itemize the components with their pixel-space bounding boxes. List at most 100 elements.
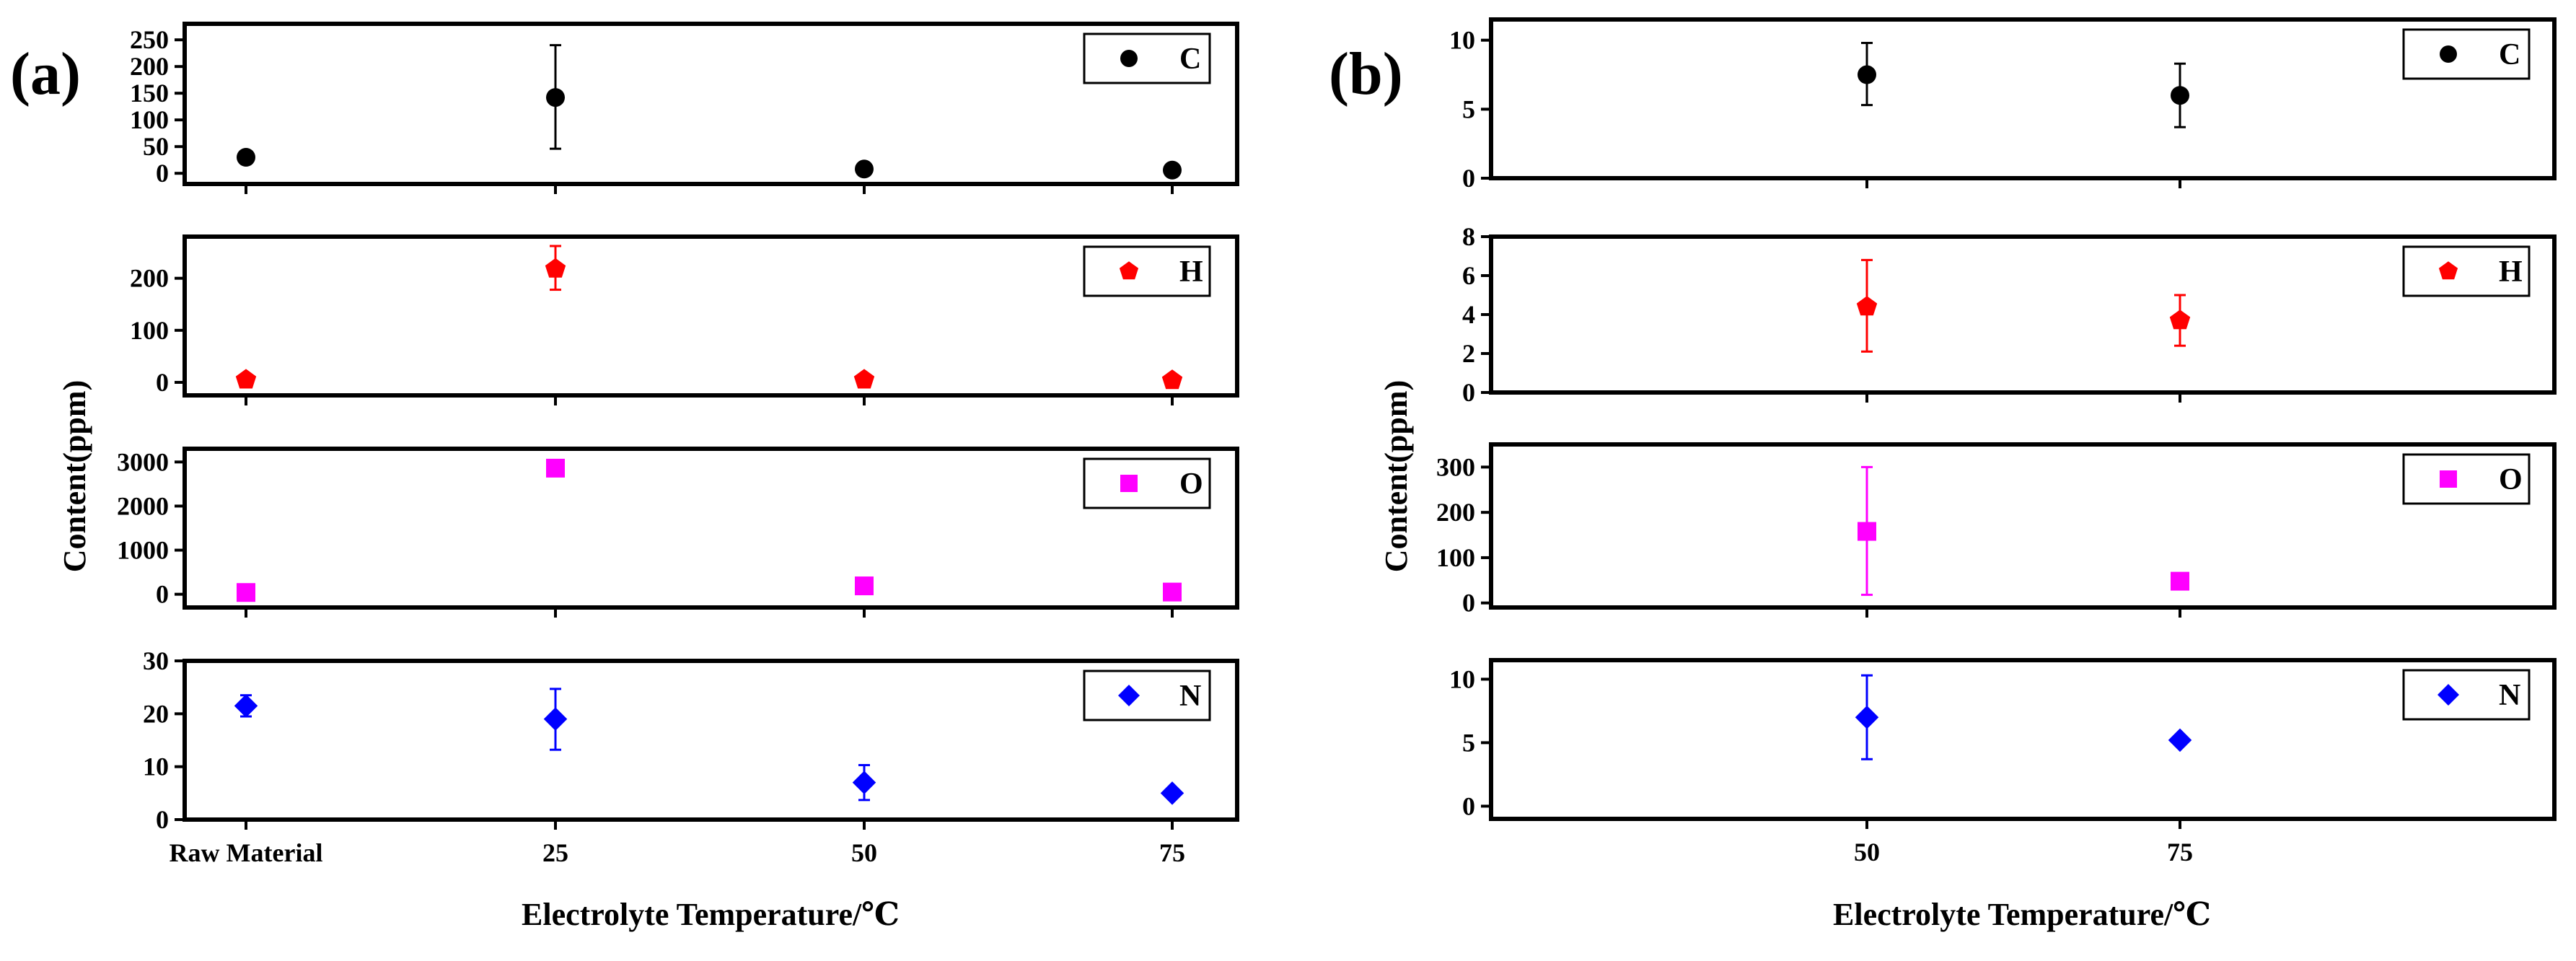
panel-b-H-ytick-label: 2 bbox=[1462, 339, 1475, 368]
panel-a-H-frame bbox=[183, 234, 1239, 398]
panel-a-N-legend-marker bbox=[1118, 685, 1140, 706]
panel-a-C-point bbox=[546, 88, 565, 107]
panel-a-H-ytick-label: 200 bbox=[130, 264, 169, 293]
panel-a-xtick-label: 75 bbox=[1159, 838, 1185, 867]
panel-b-C-legend-label: C bbox=[2499, 38, 2520, 71]
panel-b-H-ytick-label: 6 bbox=[1462, 261, 1475, 290]
panel-b-O-legend-label: O bbox=[2499, 463, 2523, 496]
panel-b-O-frame bbox=[1489, 442, 2557, 610]
panel-a-H-legend-marker bbox=[1119, 261, 1139, 280]
panel-a-O-legend-marker bbox=[1120, 475, 1138, 492]
panel-a-C-ytick-label: 150 bbox=[130, 79, 169, 107]
panel-b-subplot-C: 0 5 10 C bbox=[1449, 17, 2557, 193]
panel-b-H-point bbox=[1856, 296, 1878, 316]
panel-a-H-legend-label: H bbox=[1179, 255, 1203, 289]
panel-a-subplot-H: 0 100 200 H bbox=[130, 234, 1239, 405]
panel-b-H-ytick-label: 4 bbox=[1462, 300, 1475, 329]
panel-a-O-point bbox=[1163, 582, 1182, 602]
panel-b-C-frame bbox=[1489, 17, 2557, 180]
panel-b-H-legend-marker bbox=[2438, 261, 2458, 280]
panel-b-C-legend-marker bbox=[2440, 45, 2457, 63]
panel-b-subplot-H: 0 2 4 6 8 H bbox=[1462, 222, 2557, 407]
panel-a-C-legend-label: C bbox=[1179, 43, 1201, 76]
panel-b-C-ytick-label: 5 bbox=[1462, 95, 1475, 123]
panel-a-O-point bbox=[237, 583, 255, 602]
panel-b-C-legend-box bbox=[2402, 28, 2531, 80]
panel-b-N-legend-box bbox=[2402, 669, 2531, 721]
panel-a-C-point bbox=[237, 148, 255, 167]
panel-a-subplot-O: 0 1000 2000 3000 O bbox=[117, 447, 1239, 618]
panel-b-H-point bbox=[2169, 310, 2191, 330]
panel-b-C-ytick-label: 0 bbox=[1462, 164, 1475, 193]
panel-a-N-point bbox=[234, 694, 258, 718]
panel-a-H-ytick-label: 100 bbox=[130, 316, 169, 345]
panel-a-N-legend-label: N bbox=[1179, 680, 1201, 713]
panel-b-N-point bbox=[1855, 705, 1879, 729]
panel-a-C-ytick-label: 50 bbox=[143, 132, 169, 161]
panel-a-O-ytick-label: 2000 bbox=[117, 491, 169, 520]
panel-b-N-ytick-label: 10 bbox=[1449, 664, 1475, 693]
panel-b-chart: 0 5 10 C 0 2 4 6 8 H 0 100 200 300 O 0 5 10 N 50 75 bbox=[1436, 17, 2557, 866]
panel-b-subplot-O: 0 100 200 300 O bbox=[1436, 442, 2557, 618]
panel-b-H-ytick-label: 8 bbox=[1462, 222, 1475, 251]
panel-a-C-point bbox=[855, 159, 874, 179]
panel-a-y-axis-title: Content(ppm) bbox=[57, 380, 92, 572]
panel-a-N-point bbox=[1160, 781, 1184, 805]
panel-a-C-frame bbox=[183, 22, 1239, 186]
panel-a-H-legend-box bbox=[1083, 245, 1211, 297]
panel-a-N-ytick-label: 0 bbox=[156, 805, 169, 834]
panel-a-O-point bbox=[546, 458, 565, 478]
panel-a-C-ytick-label: 200 bbox=[130, 52, 169, 81]
panel-b-N-frame bbox=[1489, 658, 2557, 821]
panel-b-N-ytick-label: 5 bbox=[1462, 728, 1475, 757]
panel-b-N-legend-marker bbox=[2437, 684, 2459, 706]
panel-a-H-point bbox=[853, 369, 875, 389]
panel-b-xtick-label: 50 bbox=[1854, 838, 1880, 866]
panel-a-C-legend-marker bbox=[1120, 50, 1138, 67]
panel-b-H-frame bbox=[1489, 234, 2557, 395]
panel-b-N-point bbox=[2168, 728, 2192, 752]
panel-a-O-ytick-label: 1000 bbox=[117, 536, 169, 565]
panel-a-label: (a) bbox=[10, 40, 81, 107]
panel-a-O-legend-label: O bbox=[1179, 468, 1203, 501]
panel-a-xtick-label: 50 bbox=[851, 838, 877, 867]
panel-a-subplot-N: 0 10 20 30 N bbox=[143, 646, 1239, 834]
panel-b-label: (b) bbox=[1329, 40, 1403, 107]
panel-a-xtick-label: Raw Material bbox=[170, 838, 323, 867]
panel-a-H-point bbox=[545, 258, 566, 278]
panel-a-H-point bbox=[235, 369, 257, 389]
panel-b-O-ytick-label: 0 bbox=[1462, 589, 1475, 618]
panel-b-O-ytick-label: 300 bbox=[1436, 452, 1475, 481]
panel-a-O-point bbox=[855, 576, 874, 596]
panel-a-O-ytick-label: 0 bbox=[156, 580, 169, 609]
panel-b-H-ytick-label: 0 bbox=[1462, 378, 1475, 407]
panel-a-N-ytick-label: 20 bbox=[143, 699, 169, 728]
panel-b-H-legend-box bbox=[2402, 245, 2531, 297]
panel-b-O-ytick-label: 100 bbox=[1436, 543, 1475, 572]
panel-a-O-ytick-label: 3000 bbox=[117, 447, 169, 476]
panel-a-x-axis-title: Electrolyte Temperature/℃ bbox=[522, 897, 900, 932]
panel-a-H-ytick-label: 0 bbox=[156, 368, 169, 397]
panel-b-O-legend-marker bbox=[2440, 470, 2457, 488]
panel-a-C-ytick-label: 100 bbox=[130, 105, 169, 134]
panel-a-N-frame bbox=[183, 659, 1239, 822]
panel-b-O-ytick-label: 200 bbox=[1436, 498, 1475, 527]
panel-b-xtick-label: 75 bbox=[2167, 838, 2193, 866]
panel-a-C-legend-box bbox=[1083, 32, 1211, 84]
panel-a-C-ytick-label: 250 bbox=[130, 25, 169, 54]
panel-b-x-axis-title: Electrolyte Temperature/℃ bbox=[1833, 897, 2211, 932]
panel-a-N-ytick-label: 10 bbox=[143, 752, 169, 781]
panel-b-y-axis-title: Content(ppm) bbox=[1379, 380, 1414, 572]
panel-a-N-ytick-label: 30 bbox=[143, 646, 169, 675]
panel-a-O-frame bbox=[183, 447, 1239, 610]
panel-b-C-point bbox=[1858, 65, 1876, 84]
panel-a-N-point bbox=[852, 771, 876, 794]
panel-b-C-point bbox=[2171, 86, 2189, 105]
panel-b-O-legend-box bbox=[2402, 453, 2531, 505]
panel-b-N-ytick-label: 0 bbox=[1462, 791, 1475, 820]
panel-a-N-legend-box bbox=[1083, 670, 1211, 721]
panel-b-C-ytick-label: 10 bbox=[1449, 26, 1475, 55]
